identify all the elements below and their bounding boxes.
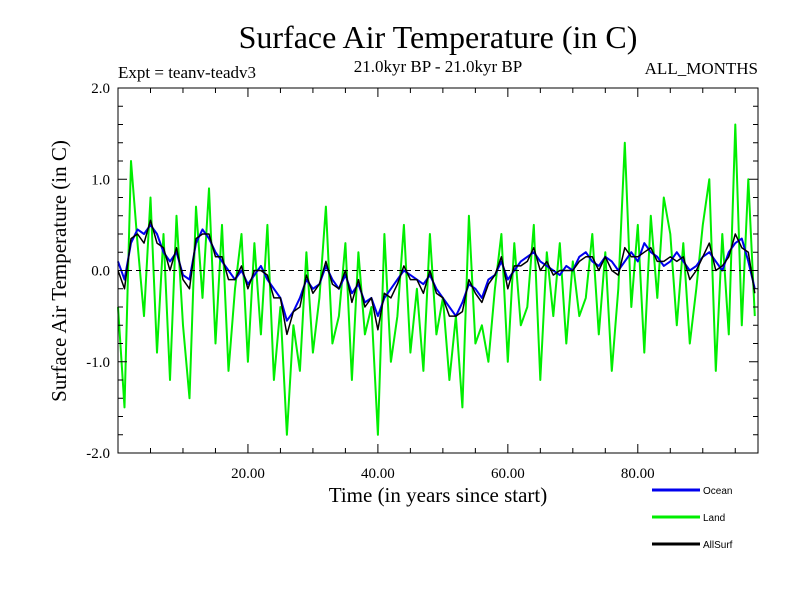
x-tick-label: 20.00 — [231, 466, 265, 482]
legend-label-ocean: Ocean — [703, 486, 732, 497]
axis-ticks: -2.0 -1.0 0.0 1.0 2.0 20.00 40.00 60.00 80.00 — [86, 81, 758, 482]
months-label: ALL_MONTHS — [645, 59, 758, 78]
legend-label-allsurf: AllSurf — [703, 540, 733, 551]
y-tick-label: -2.0 — [86, 446, 110, 462]
y-tick-label: -1.0 — [86, 355, 110, 371]
y-axis-label: Surface Air Temperature (in C) — [47, 140, 71, 402]
x-tick-label: 60.00 — [491, 466, 525, 482]
series-line-land — [117, 123, 756, 436]
x-tick-label: 40.00 — [361, 466, 395, 482]
series-line-allsurf — [117, 219, 756, 336]
x-axis-label: Time (in years since start) — [329, 483, 548, 507]
x-tick-label: 80.00 — [621, 466, 655, 482]
period-label: 21.0kyr BP - 21.0kyr BP — [354, 57, 522, 76]
chart-title: Surface Air Temperature (in C) — [239, 19, 638, 55]
experiment-label: Expt = teanv-teadv3 — [118, 63, 256, 82]
legend: Ocean Land AllSurf — [652, 486, 733, 551]
legend-label-land: Land — [703, 513, 725, 524]
y-tick-label: 2.0 — [91, 81, 110, 97]
series-layer — [117, 123, 756, 436]
plot-frame — [117, 87, 759, 454]
y-tick-label: 1.0 — [91, 172, 110, 188]
y-tick-label: 0.0 — [91, 264, 110, 280]
